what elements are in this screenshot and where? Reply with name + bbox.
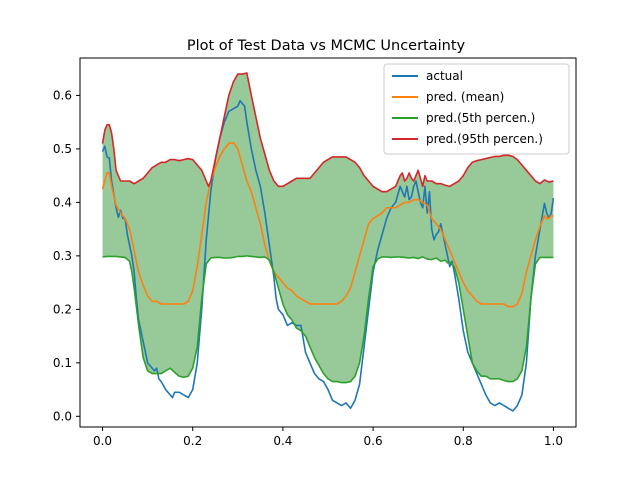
y-tick-label-1: 0.1 [53,356,72,370]
legend-label-2: pred.(5th percen.) [426,111,535,125]
legend-label-0: actual [426,69,463,83]
series-line-2 [102,255,554,384]
plot-area [101,72,555,412]
x-tick-label-0: 0.0 [93,434,112,448]
series-line-1 [101,141,554,308]
x-tick-label-4: 0.8 [454,434,473,448]
y-tick-label-3: 0.3 [53,249,72,263]
y-tick-label-5: 0.5 [53,142,72,156]
y-tick-label-2: 0.2 [53,302,72,316]
legend-label-3: pred.(95th percen.) [426,132,543,146]
legend: actual pred. (mean) pred.(5th percen.) pred… [383,63,570,155]
axes-frame [79,57,577,428]
x-tick-label-2: 0.4 [273,434,292,448]
y-tick-label-4: 0.4 [53,195,72,209]
uncertainty-band [102,72,554,383]
x-tick-label-1: 0.2 [183,434,202,448]
y-tick-label-6: 0.6 [53,88,72,102]
series-line-0 [101,99,555,412]
legend-label-1: pred. (mean) [426,90,504,104]
legend-box [383,63,570,155]
axes: 0.0 0.2 0.4 0.6 0.8 1.0 0.0 0.1 0.2 0.3 0.4 0.5 0.6 [53,57,577,448]
chart-title: Plot of Test Data vs MCMC Uncertainty [187,38,466,54]
y-tick-label-0: 0.0 [53,409,72,423]
series-line-3 [101,72,554,193]
x-tick-label-3: 0.6 [364,434,383,448]
x-tick-label-5: 1.0 [544,434,563,448]
